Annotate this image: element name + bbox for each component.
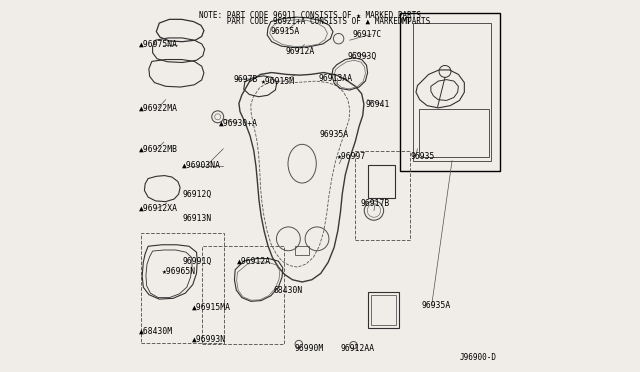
Text: ★96915M: ★96915M [260,77,294,86]
Text: 96912A: 96912A [286,47,315,56]
Bar [371,295,396,325]
Bar [369,292,399,328]
Text: 68430N: 68430N [273,286,302,295]
Text: 96935A: 96935A [421,301,451,310]
Text: ▲96912A: ▲96912A [237,257,271,266]
Text: 9697B: 9697B [234,75,258,84]
Text: 96915A: 96915A [270,27,300,36]
Text: 96990M: 96990M [294,344,324,353]
Text: ▲96912XA: ▲96912XA [139,204,178,213]
Text: ▲96922MA: ▲96922MA [139,103,178,112]
Text: NOTE: PART CODE 96911 CONSISTS OF ★ MARKED PARTS: NOTE: PART CODE 96911 CONSISTS OF ★ MARK… [199,11,421,20]
Bar [400,13,500,171]
Text: 96913N: 96913N [182,214,212,223]
Text: 96991Q: 96991Q [182,257,212,266]
Text: J96900-D: J96900-D [460,353,497,362]
Text: ▲68430M: ▲68430M [139,327,173,336]
Bar [369,165,395,198]
Text: 96935: 96935 [410,152,435,161]
Text: ▲96915MA: ▲96915MA [191,302,230,311]
Text: ▲96922MB: ▲96922MB [139,144,178,153]
Bar [294,246,309,255]
Bar [141,233,225,343]
Text: 96913AA: 96913AA [319,74,353,83]
Text: 96917C: 96917C [353,30,382,39]
Text: 96912Q: 96912Q [182,190,212,199]
Text: ▲96903NA: ▲96903NA [182,161,221,170]
Text: ★96997: ★96997 [337,153,366,161]
Text: PART CODE 96921+A CONSISTS OF ▲ MARKED PARTS: PART CODE 96921+A CONSISTS OF ▲ MARKED P… [199,17,430,26]
Text: ★96965N: ★96965N [162,267,196,276]
Text: MT: MT [402,17,412,26]
Bar [413,23,491,161]
Text: ▲96993N: ▲96993N [191,335,226,344]
Text: 96941: 96941 [365,100,390,109]
Bar [419,109,488,157]
Text: 96935A: 96935A [320,130,349,139]
Text: ▲96975NA: ▲96975NA [139,40,178,49]
Bar [355,151,410,240]
Text: ▲96930+A: ▲96930+A [219,118,258,127]
Text: 96993Q: 96993Q [348,52,377,61]
Bar [202,246,284,344]
Text: 96917B: 96917B [360,199,389,208]
Text: 96912AA: 96912AA [340,344,374,353]
